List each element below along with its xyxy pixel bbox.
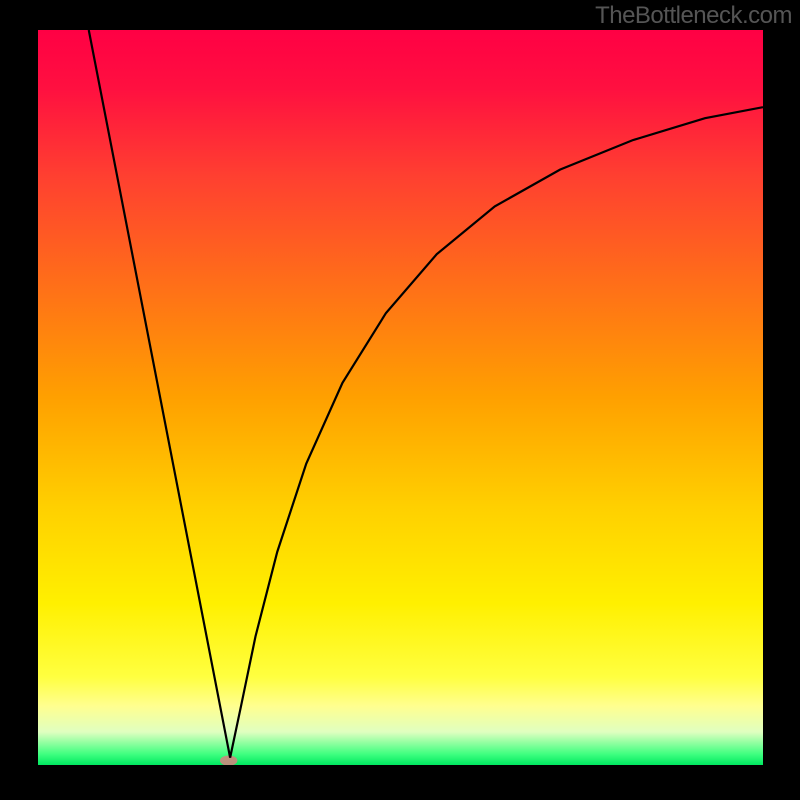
watermark-text: TheBottleneck.com <box>595 2 792 30</box>
gradient-background <box>38 30 763 765</box>
plot-area <box>38 30 763 765</box>
chart-container: TheBottleneck.com <box>0 0 800 800</box>
bottleneck-chart-svg <box>38 30 763 765</box>
